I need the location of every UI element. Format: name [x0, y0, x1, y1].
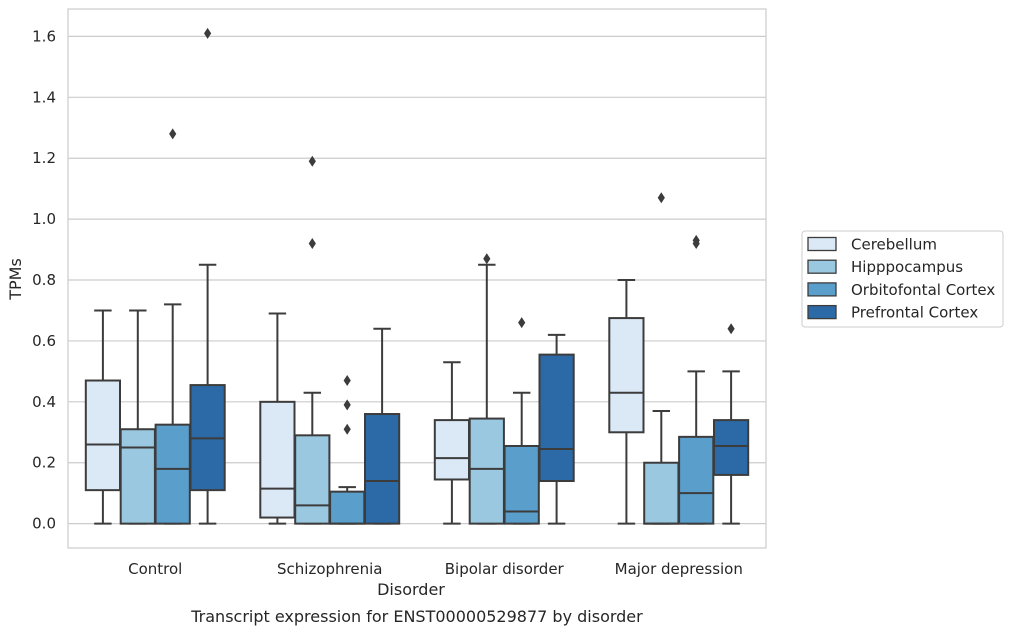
box-hipppocampus: [643, 192, 680, 525]
box-prefrontal-cortex: [538, 333, 575, 525]
iqr-box: [259, 400, 296, 519]
x-axis-label: Disorder: [377, 580, 445, 599]
outlier-point: [204, 27, 212, 39]
y-tick-label: 1.0: [32, 210, 56, 228]
iqr-box: [84, 379, 122, 492]
y-axis-label: TPMs: [6, 258, 25, 301]
iqr-box: [433, 419, 471, 481]
outlier-point: [169, 128, 177, 140]
box-prefrontal-cortex: [189, 27, 226, 525]
legend-label: Hipppocampus: [851, 258, 963, 276]
box-orbitofontal-cortex: [503, 317, 540, 525]
iqr-box: [538, 353, 575, 483]
legend-swatch: [807, 236, 837, 252]
iqr-box: [154, 423, 191, 525]
iqr-box: [608, 317, 645, 434]
box-cerebellum: [608, 279, 645, 525]
y-tick-label: 0.4: [32, 393, 56, 411]
y-tick-label: 1.6: [32, 27, 56, 45]
outlier-point: [308, 237, 316, 249]
iqr-box: [712, 419, 750, 476]
legend-swatch: [807, 304, 837, 320]
outlier-point: [727, 323, 735, 335]
iqr-box: [678, 435, 715, 525]
legend-label: Cerebellum: [851, 236, 937, 254]
legend-swatch: [807, 259, 837, 274]
legend-swatch: [807, 282, 837, 297]
y-tick-label: 1.4: [32, 88, 56, 106]
y-tick-label: 1.2: [32, 149, 56, 167]
outlier-point: [692, 234, 700, 246]
x-tick-label: Control: [128, 560, 182, 578]
outlier-point: [518, 317, 526, 329]
outlier-point: [343, 423, 351, 435]
chart-caption: Transcript expression for ENST0000052987…: [190, 607, 643, 626]
box-hipppocampus: [119, 309, 156, 525]
legend-label: Orbitofontal Cortex: [851, 281, 995, 299]
outlier-point: [483, 253, 491, 265]
y-tick-label: 0.8: [32, 271, 56, 289]
box-hipppocampus: [468, 253, 505, 525]
iqr-box: [363, 413, 401, 525]
x-tick-label: Schizophrenia: [277, 560, 382, 578]
box-cerebellum: [259, 312, 296, 525]
box-cerebellum: [433, 361, 471, 525]
legend-frame: [801, 230, 1004, 328]
outlier-point: [343, 375, 351, 387]
iqr-box: [119, 428, 156, 525]
x-tick-label: Bipolar disorder: [445, 560, 565, 578]
box-orbitofontal-cortex: [678, 234, 715, 525]
legend-label: Prefrontal Cortex: [851, 304, 978, 322]
y-tick-label: 0.2: [32, 454, 56, 472]
y-tick-labels: 0.0 0.2 0.4 0.6 0.8 1.0 1.2 1.4 1.6: [32, 27, 56, 532]
plot-frame: [67, 8, 767, 549]
iqr-box: [294, 434, 331, 525]
boxes: [84, 27, 750, 525]
outlier-point: [308, 155, 316, 167]
box-hipppocampus: [294, 155, 331, 525]
box-cerebellum: [84, 309, 122, 525]
iqr-box: [468, 417, 505, 525]
outlier-point: [343, 399, 351, 411]
box-prefrontal-cortex: [712, 323, 750, 525]
legend: Cerebellum Hipppocampus Orbitofontal Corte…: [801, 230, 1004, 328]
iqr-box: [329, 490, 366, 525]
y-tick-label: 0.0: [32, 515, 56, 533]
box-prefrontal-cortex: [363, 327, 401, 525]
x-tick-label: Major depression: [615, 560, 743, 578]
y-tick-label: 0.6: [32, 332, 56, 350]
x-tick-labels: Control Schizophrenia Bipolar disorder Majo…: [128, 560, 743, 578]
box-orbitofontal-cortex: [154, 128, 191, 525]
iqr-box: [643, 461, 680, 525]
outlier-point: [657, 192, 665, 204]
